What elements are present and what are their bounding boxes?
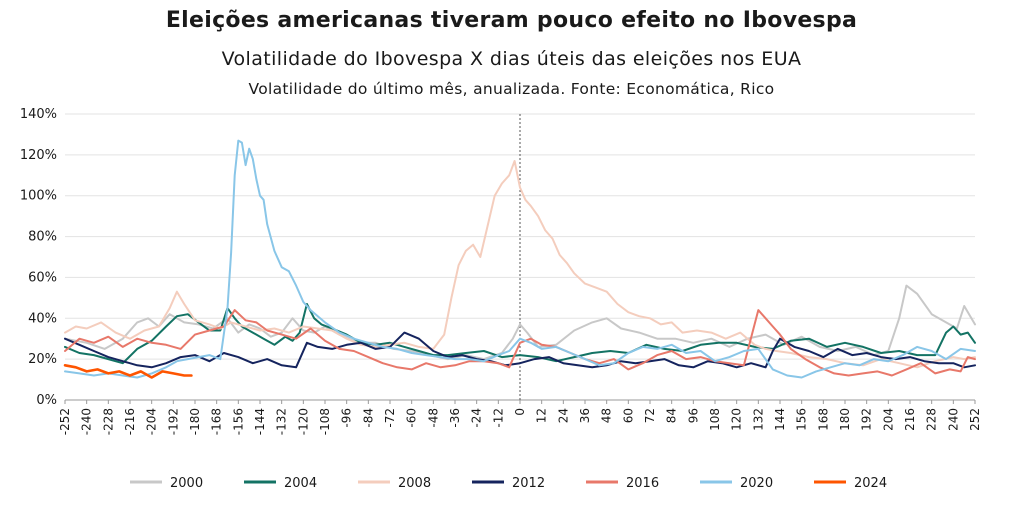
legend-label-2008: 2008 xyxy=(398,476,431,491)
x-tick-label: 132 xyxy=(751,408,765,431)
y-tick-label: 80% xyxy=(28,230,57,245)
series-line-2016 xyxy=(64,309,976,377)
x-tick-label: -156 xyxy=(231,408,245,435)
x-tick-label: -36 xyxy=(448,408,462,428)
legend-label-2012: 2012 xyxy=(512,476,545,491)
x-tick-label: -144 xyxy=(253,408,267,435)
chart-subtitle: Volatilidade do Ibovespa X dias úteis da… xyxy=(221,48,802,70)
x-tick-label: -108 xyxy=(318,408,332,435)
x-tick-label: 24 xyxy=(556,408,570,423)
x-tick-label: -132 xyxy=(275,408,289,435)
x-tick-label: 60 xyxy=(621,408,635,423)
x-tick-label: 108 xyxy=(708,408,722,431)
y-tick-label: 40% xyxy=(28,311,57,326)
y-tick-label: 120% xyxy=(20,148,57,163)
x-tick-label: -60 xyxy=(405,408,419,428)
x-tick-label: 228 xyxy=(925,408,939,431)
x-tick-label: -120 xyxy=(296,408,310,435)
legend-label-2004: 2004 xyxy=(284,476,317,491)
legend: 2000 2004 2008 2012 2016 2020 2024 xyxy=(130,476,887,491)
y-tick-label: 0% xyxy=(36,393,57,408)
series-line-2000 xyxy=(64,284,976,361)
x-tick-label: -24 xyxy=(470,408,484,428)
legend-label-2000: 2000 xyxy=(170,476,203,491)
x-tick-label: -48 xyxy=(426,408,440,428)
x-tick-label: 252 xyxy=(968,408,982,431)
x-tick-label: 168 xyxy=(816,408,830,431)
x-tick-label: -96 xyxy=(340,408,354,428)
x-tick-label: 180 xyxy=(838,408,852,431)
x-tick-label: 96 xyxy=(686,408,700,423)
x-tick-label: -216 xyxy=(123,408,137,435)
x-tick-label: 48 xyxy=(600,408,614,423)
chart-title: Eleições americanas tiveram pouco efeito… xyxy=(165,8,858,33)
x-tick-label: 120 xyxy=(730,408,744,431)
y-tick-label: 140% xyxy=(20,107,57,122)
x-tick-label: -192 xyxy=(166,408,180,435)
x-tick-label: 84 xyxy=(665,408,679,423)
x-tick-label: 240 xyxy=(946,408,960,431)
x-tick-label: 144 xyxy=(773,408,787,431)
series-line-2024 xyxy=(63,363,193,379)
x-tick-label: 156 xyxy=(795,408,809,431)
x-tick-label: 12 xyxy=(535,408,549,423)
x-tick-label: -252 xyxy=(58,408,72,435)
x-tick-label: 72 xyxy=(643,408,657,423)
x-tick-label: -240 xyxy=(80,408,94,435)
series-line-2012 xyxy=(64,331,976,369)
x-tick-label: -72 xyxy=(383,408,397,428)
x-tick-label: -204 xyxy=(145,408,159,435)
x-tick-label: -84 xyxy=(361,408,375,428)
x-tick-label: -228 xyxy=(101,408,115,435)
series-lines xyxy=(63,139,976,379)
axes: 0%20%40%60%80%100%120%140%-252 -240 -228 -2… xyxy=(20,107,982,435)
x-tick-label: 192 xyxy=(860,408,874,431)
y-tick-label: 60% xyxy=(28,270,57,285)
chart-source-note: Volatilidade do último mês, anualizada. … xyxy=(248,80,775,98)
x-tick-label: 204 xyxy=(881,408,895,431)
y-tick-label: 20% xyxy=(28,352,57,367)
x-tick-label: 216 xyxy=(903,408,917,431)
legend-label-2024: 2024 xyxy=(854,476,887,491)
x-tick-label: -12 xyxy=(491,408,505,428)
series-line-2020 xyxy=(64,139,976,379)
x-tick-label: 0 xyxy=(513,408,527,416)
x-tick-label: -180 xyxy=(188,408,202,435)
legend-label-2020: 2020 xyxy=(740,476,773,491)
y-tick-label: 100% xyxy=(20,189,57,204)
x-tick-label: 36 xyxy=(578,408,592,423)
legend-label-2016: 2016 xyxy=(626,476,659,491)
x-tick-label: -168 xyxy=(210,408,224,435)
